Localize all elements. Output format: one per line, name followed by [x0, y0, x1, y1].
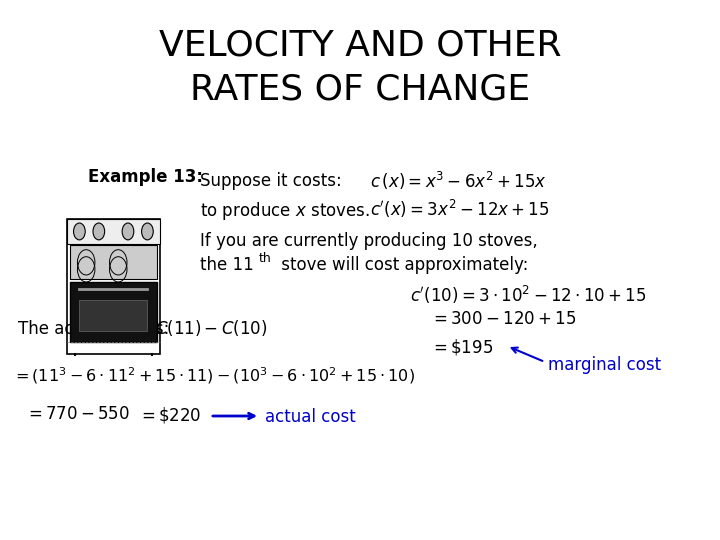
Text: th: th	[259, 252, 271, 265]
Circle shape	[122, 223, 134, 240]
Text: $=770-550$: $=770-550$	[25, 405, 130, 423]
Circle shape	[93, 223, 104, 240]
Circle shape	[142, 223, 153, 240]
Text: RATES OF CHANGE: RATES OF CHANGE	[190, 72, 530, 106]
Text: to produce $x$ stoves.: to produce $x$ stoves.	[200, 200, 370, 222]
Text: Suppose it costs:: Suppose it costs:	[200, 172, 342, 190]
Text: $c\,(x)=x^3-6x^2+15x$: $c\,(x)=x^3-6x^2+15x$	[370, 170, 546, 192]
Text: marginal cost: marginal cost	[548, 356, 661, 374]
Bar	[67, 219, 160, 244]
Text: $C(11)-C(10)$: $C(11)-C(10)$	[155, 318, 267, 338]
Text: VELOCITY AND OTHER: VELOCITY AND OTHER	[158, 28, 562, 62]
Text: actual cost: actual cost	[265, 408, 356, 426]
Text: $=\$195$: $=\$195$	[430, 337, 493, 357]
Text: the 11: the 11	[200, 256, 253, 274]
Text: stove will cost approximately:: stove will cost approximately:	[276, 256, 528, 274]
Text: If you are currently producing 10 stoves,: If you are currently producing 10 stoves…	[200, 232, 538, 250]
Text: The actual cost is:: The actual cost is:	[18, 320, 169, 338]
Bar	[70, 282, 157, 342]
Text: $c^{\prime}(10)=3\cdot10^2-12\cdot10+15$: $c^{\prime}(10)=3\cdot10^2-12\cdot10+15$	[410, 284, 647, 306]
Text: Example 13:: Example 13:	[88, 168, 203, 186]
Text: $c^{\prime}(x)=3x^2-12x+15$: $c^{\prime}(x)=3x^2-12x+15$	[370, 198, 549, 220]
Text: $=300-120+15$: $=300-120+15$	[430, 310, 576, 328]
Bar	[79, 300, 148, 331]
Circle shape	[73, 223, 85, 240]
Text: $=\left(11^3-6\cdot11^2+15\cdot11\right)-\left(10^3-6\cdot10^2+15\cdot10\right)$: $=\left(11^3-6\cdot11^2+15\cdot11\right)…	[12, 365, 415, 386]
Text: $=\$220$: $=\$220$	[138, 405, 202, 425]
Bar	[70, 246, 157, 279]
